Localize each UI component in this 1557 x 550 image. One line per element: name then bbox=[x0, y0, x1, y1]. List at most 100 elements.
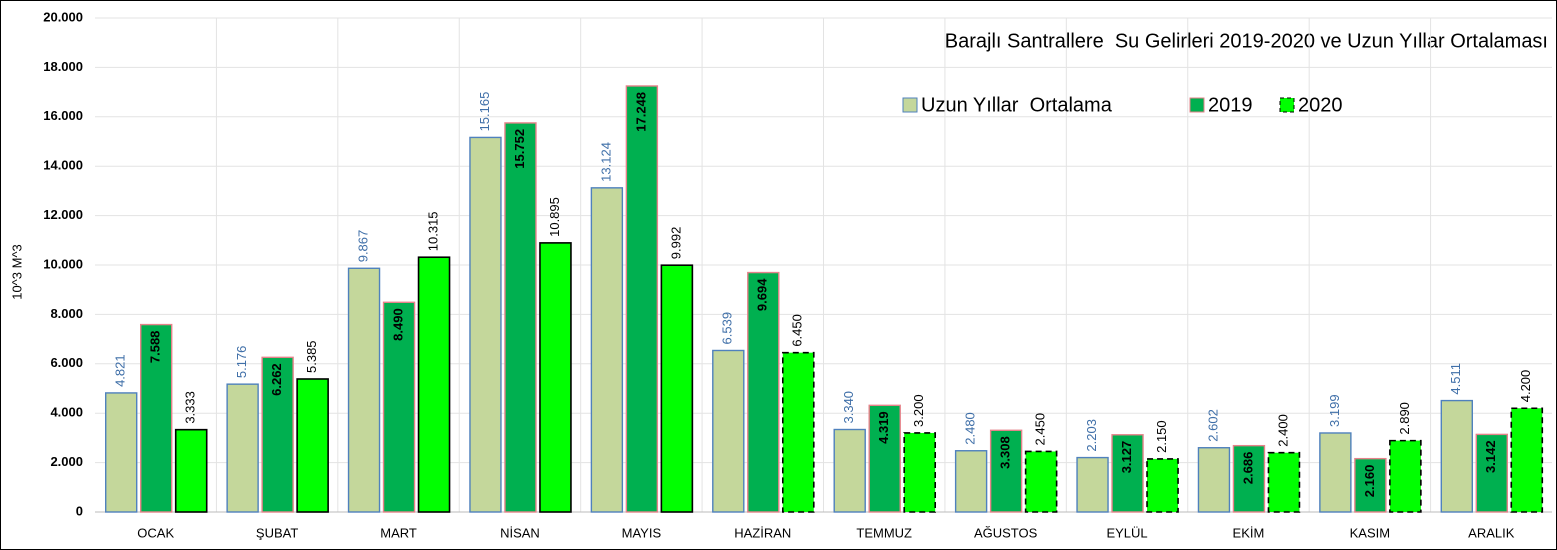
x-tick-label: MAYIS bbox=[622, 525, 662, 540]
bar bbox=[1146, 458, 1179, 513]
y-tick-label: 6.000 bbox=[50, 355, 83, 370]
bar bbox=[781, 351, 815, 513]
bar bbox=[417, 256, 451, 513]
bar bbox=[1475, 433, 1508, 513]
x-tick-label: MART bbox=[380, 525, 417, 540]
bar bbox=[140, 323, 173, 513]
y-tick-label: 14.000 bbox=[43, 158, 83, 173]
value-label: 15.165 bbox=[477, 92, 492, 132]
y-tick-label: 16.000 bbox=[43, 108, 83, 123]
bar bbox=[1024, 450, 1058, 513]
value-label: 3.308 bbox=[998, 436, 1013, 469]
value-label: 2.203 bbox=[1084, 419, 1099, 452]
y-tick-label: 8.000 bbox=[50, 306, 83, 321]
value-label: 2.480 bbox=[963, 412, 978, 445]
bar bbox=[660, 264, 694, 513]
bar bbox=[1111, 434, 1144, 513]
bar bbox=[382, 301, 416, 513]
bar bbox=[261, 356, 294, 513]
bar bbox=[296, 378, 329, 513]
value-label: 5.385 bbox=[304, 340, 319, 373]
x-tick-label: HAZİRAN bbox=[734, 525, 791, 540]
value-label: 6.450 bbox=[790, 314, 805, 347]
x-tick-label: KASIM bbox=[1350, 525, 1390, 540]
x-tick-label: NİSAN bbox=[500, 525, 540, 540]
y-tick-label: 10.000 bbox=[43, 256, 83, 271]
bar bbox=[469, 136, 502, 513]
bar bbox=[954, 450, 988, 513]
value-label: 3.340 bbox=[841, 391, 856, 424]
bar bbox=[1076, 456, 1109, 513]
value-label: 6.262 bbox=[269, 363, 284, 396]
value-label: 4.821 bbox=[113, 354, 128, 387]
bar bbox=[1440, 399, 1473, 513]
value-label: 6.539 bbox=[720, 312, 735, 345]
bar bbox=[504, 122, 537, 513]
y-tick-label: 4.000 bbox=[50, 405, 83, 420]
value-label: 2.450 bbox=[1033, 413, 1048, 446]
value-label: 10.315 bbox=[425, 211, 440, 251]
value-label: 2.160 bbox=[1362, 465, 1377, 498]
value-label: 2.602 bbox=[1205, 409, 1220, 442]
y-tick-label: 0 bbox=[76, 503, 83, 518]
bar bbox=[1267, 451, 1301, 513]
bar bbox=[712, 349, 745, 513]
value-label: 4.511 bbox=[1448, 363, 1463, 395]
y-tick-label: 18.000 bbox=[43, 59, 83, 74]
value-label: 9.867 bbox=[355, 230, 370, 263]
bar bbox=[1319, 432, 1352, 513]
value-label: 9.694 bbox=[755, 278, 770, 311]
x-tick-label: AĞUSTOS bbox=[974, 525, 1038, 540]
bar bbox=[989, 429, 1023, 513]
x-tick-label: ŞUBAT bbox=[256, 525, 298, 540]
x-tick-label: EKİM bbox=[1233, 525, 1265, 540]
legend-swatch bbox=[1279, 97, 1295, 113]
value-label: 2.400 bbox=[1275, 414, 1290, 447]
value-label: 9.992 bbox=[668, 227, 683, 260]
value-label: 2.890 bbox=[1397, 402, 1412, 435]
value-label: 4.319 bbox=[876, 411, 891, 444]
y-axis-label: 10^3 M^3 bbox=[9, 244, 24, 300]
chart-title: Barajlı Santrallere Su Gelirleri 2019-20… bbox=[945, 30, 1548, 52]
legend-label: 2020 bbox=[1298, 94, 1343, 116]
y-tick-label: 20.000 bbox=[43, 9, 83, 24]
value-label: 8.490 bbox=[390, 308, 405, 341]
bar bbox=[174, 428, 208, 513]
value-label: 3.127 bbox=[1119, 441, 1134, 474]
bar bbox=[625, 85, 659, 513]
legend-label: 2019 bbox=[1208, 94, 1253, 116]
value-label: 2.686 bbox=[1240, 452, 1255, 485]
y-tick-label: 2.000 bbox=[50, 454, 83, 469]
x-tick-label: EYLÜL bbox=[1106, 525, 1147, 540]
value-label: 2.150 bbox=[1154, 420, 1169, 453]
bar bbox=[539, 242, 572, 513]
x-tick-label: OCAK bbox=[137, 525, 174, 540]
x-tick-label: TEMMUZ bbox=[856, 525, 912, 540]
bar bbox=[1232, 444, 1266, 513]
y-tick-label: 12.000 bbox=[43, 207, 83, 222]
bar bbox=[1510, 407, 1544, 513]
bar bbox=[1354, 457, 1387, 513]
value-label: 7.588 bbox=[148, 331, 163, 364]
value-label: 3.142 bbox=[1483, 440, 1498, 473]
value-label: 3.200 bbox=[911, 394, 926, 427]
bar bbox=[347, 267, 381, 513]
value-label: 3.199 bbox=[1327, 394, 1342, 427]
legend-swatch bbox=[902, 97, 918, 113]
bar bbox=[903, 432, 937, 513]
bar bbox=[105, 392, 138, 513]
bar bbox=[226, 383, 259, 513]
value-label: 10.895 bbox=[547, 197, 562, 237]
value-label: 3.333 bbox=[183, 391, 198, 424]
legend-label: Uzun Yıllar Ortalama bbox=[921, 94, 1113, 116]
bar bbox=[747, 271, 780, 513]
value-label: 4.200 bbox=[1518, 370, 1533, 403]
bar bbox=[1389, 439, 1422, 513]
value-label: 15.752 bbox=[512, 129, 527, 169]
x-tick-label: ARALIK bbox=[1468, 525, 1515, 540]
value-label: 13.124 bbox=[598, 142, 613, 182]
bar bbox=[1197, 447, 1231, 513]
value-label: 5.176 bbox=[234, 346, 249, 379]
value-label: 17.248 bbox=[633, 92, 648, 132]
